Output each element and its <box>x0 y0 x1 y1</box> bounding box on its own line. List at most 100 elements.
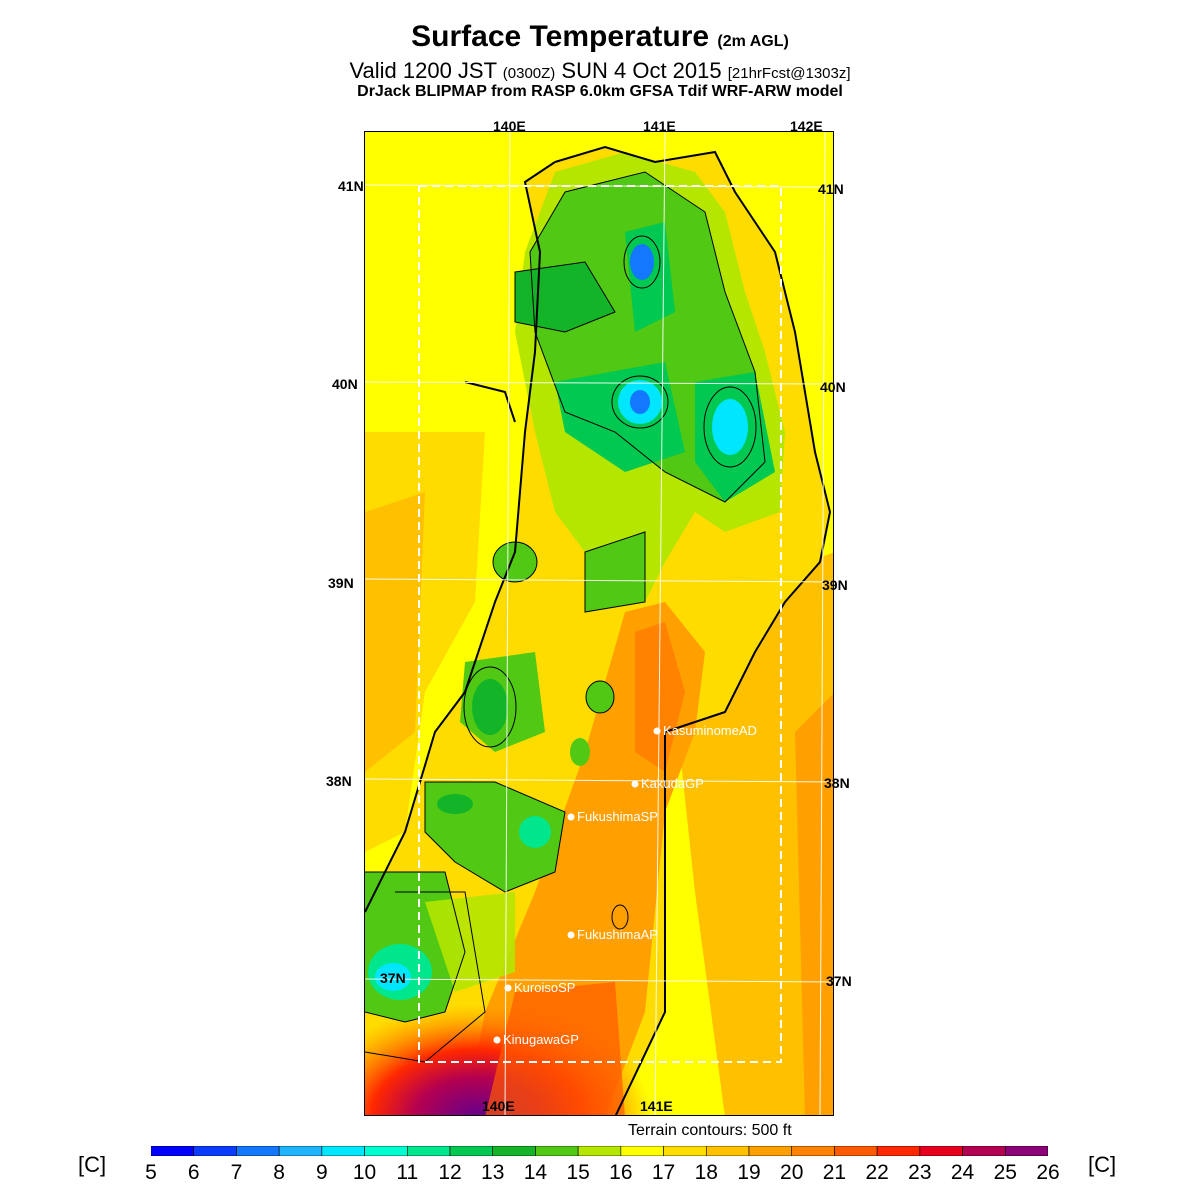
lat-label-right: 41N <box>818 181 844 197</box>
colorbar-tick-label: 23 <box>908 1161 932 1184</box>
east-coastline <box>554 145 832 1115</box>
colorbar-swatch <box>492 1146 536 1156</box>
station-label: KasuminomeAD <box>663 723 757 738</box>
colorbar-swatch <box>321 1146 365 1156</box>
colorbar-tick-label: 16 <box>609 1161 633 1184</box>
hakkoda-cold-spot <box>630 244 654 280</box>
colorbar-tick-label: 8 <box>273 1161 285 1184</box>
station-label: KuroisoSP <box>514 980 576 995</box>
colorbar-tick-label: 12 <box>438 1161 462 1184</box>
colorbar-tick-label: 21 <box>822 1161 847 1184</box>
lat-label-right: 39N <box>822 577 848 593</box>
sendai-plain <box>635 622 685 772</box>
title-main-suffix: (2m AGL) <box>717 33 789 50</box>
chart-title: Surface Temperature (2m AGL) <box>0 20 1200 54</box>
colorbar <box>151 1146 1048 1156</box>
station-label: FukushimaSP <box>577 809 658 824</box>
chokai-area <box>493 542 537 582</box>
lat-label-left: 41N <box>338 178 364 194</box>
station-dot-fukushima-sp <box>567 813 575 821</box>
colorbar-swatch <box>151 1146 195 1156</box>
station-label: KakudaGP <box>641 776 704 791</box>
station-dot-kuroiso <box>504 984 512 992</box>
zao-area <box>586 681 614 713</box>
valid-zulu: (0300Z) <box>502 65 556 82</box>
colorbar-tick-label: 25 <box>993 1161 1017 1184</box>
colorbar-tick-label: 15 <box>566 1161 590 1184</box>
zao-south <box>570 738 590 766</box>
colorbar-swatch <box>834 1146 878 1156</box>
colorbar-swatch <box>236 1146 280 1156</box>
colorbar-tick-label: 26 <box>1036 1161 1060 1184</box>
valid-time: Valid 1200 JST (0300Z) SUN 4 Oct 2015 [2… <box>0 58 1200 84</box>
colorbar-swatch <box>577 1146 622 1156</box>
iide-core <box>437 794 473 814</box>
colorbar-swatch <box>919 1146 963 1156</box>
colorbar-tick-label: 22 <box>865 1161 889 1184</box>
colorbar-tick-label: 24 <box>950 1161 975 1184</box>
station-label: FukushimaAP <box>577 927 658 942</box>
lat-label-left: 38N <box>326 773 352 789</box>
title-main: Surface Temperature <box>411 20 710 53</box>
colorbar-unit-left: [C] <box>78 1152 107 1177</box>
west-coastline <box>365 161 556 913</box>
east-sea-warmer <box>795 694 833 1115</box>
lon-label-top: 141E <box>643 118 676 134</box>
lat-label-left: 37N <box>380 970 406 986</box>
lat-label-right: 37N <box>826 973 852 989</box>
lat-label-left: 40N <box>332 376 358 392</box>
colorbar-unit-right: [C] <box>1088 1152 1117 1177</box>
colorbar-tick-label: 5 <box>145 1161 157 1184</box>
lon-label-top: 140E <box>493 118 526 134</box>
station-label: KinugawaGP <box>503 1032 579 1047</box>
valid-date: SUN 4 Oct 2015 <box>561 58 722 83</box>
colorbar-swatch <box>1004 1146 1048 1156</box>
colorbar-swatch <box>876 1146 921 1156</box>
colorbar-tick-label: 10 <box>352 1161 377 1184</box>
colorbar-tick-label: 14 <box>523 1161 548 1184</box>
colorbar-swatch <box>791 1146 835 1156</box>
colorbar-swatch <box>535 1146 579 1156</box>
azuma-cold <box>519 816 551 848</box>
inner-domain-box <box>418 185 782 1063</box>
colorbar-swatch <box>705 1146 750 1156</box>
aizu-basin <box>425 892 515 992</box>
valid-prefix: Valid 1200 JST <box>349 58 497 83</box>
colorbar-swatch <box>663 1146 707 1156</box>
colorbar-tick-label: 19 <box>737 1161 761 1184</box>
colorbar-tick-label: 9 <box>316 1161 328 1184</box>
colorbar-swatch <box>962 1146 1006 1156</box>
colorbar-tick-label: 6 <box>187 1161 200 1184</box>
colorbar-swatch <box>620 1146 664 1156</box>
colorbar-tick-label: 18 <box>694 1161 718 1184</box>
colorbar-swatch <box>193 1146 237 1156</box>
forecast-info: [21hrFcst@1303z] <box>727 65 851 82</box>
kanto-north <box>485 982 625 1115</box>
lat-label-right: 40N <box>820 379 846 395</box>
colorbar-tick-label: 11 <box>396 1161 419 1184</box>
model-info: DrJack BLIPMAP from RASP 6.0km GFSA Tdif… <box>357 83 843 100</box>
lon-label-bottom: 140E <box>482 1098 515 1114</box>
west-sea-warmer <box>365 492 425 772</box>
colorbar-tick-label: 17 <box>651 1161 676 1184</box>
station-dot-kasuminome <box>653 727 661 735</box>
colorbar-swatch <box>449 1146 494 1156</box>
colorbar-swatch <box>364 1146 408 1156</box>
shirakami-range <box>515 262 615 332</box>
hachimantai-core <box>630 390 650 414</box>
lat-label-left: 39N <box>328 575 354 591</box>
lat-label-right: 38N <box>824 775 850 791</box>
gassan-core <box>472 679 508 735</box>
lon-label-bottom: 141E <box>640 1098 673 1114</box>
colorbar-swatch <box>748 1146 793 1156</box>
terrain-note: Terrain contours: 500 ft <box>628 1122 792 1139</box>
map-canvas <box>365 132 833 1115</box>
lon-label-top: 142E <box>790 118 823 134</box>
colorbar-tick-label: 7 <box>230 1161 243 1184</box>
station-dot-kakuda <box>631 780 639 788</box>
latlon-grid <box>365 132 833 1115</box>
colorbar-tick-label: 20 <box>780 1161 804 1184</box>
colorbar-tick-label: 13 <box>481 1161 505 1184</box>
hayachine-cold <box>712 399 748 455</box>
echigo-core <box>375 963 411 991</box>
